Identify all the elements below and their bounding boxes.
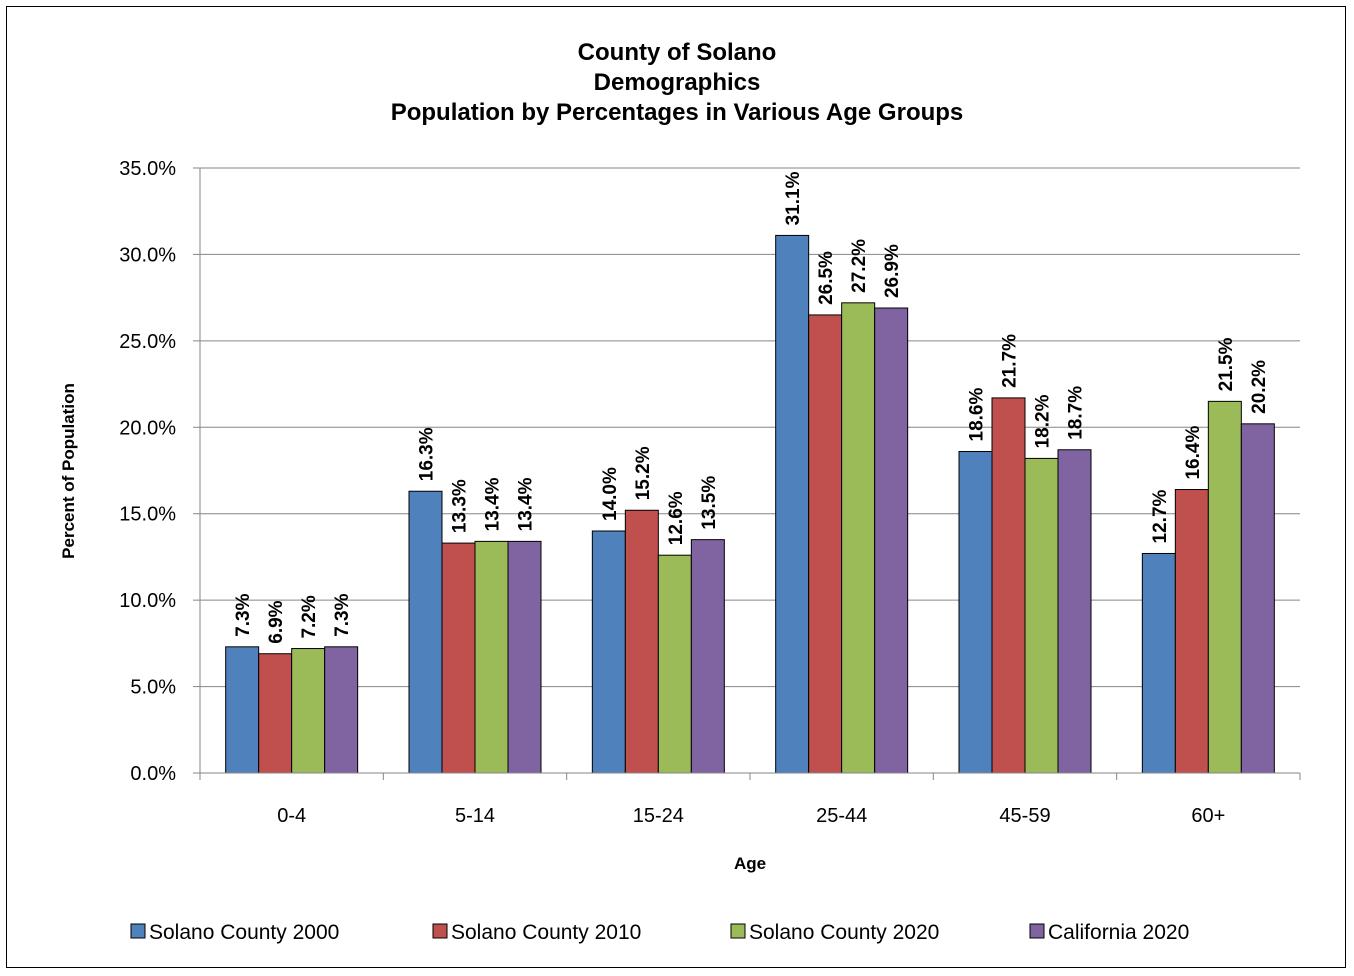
x-tick-label: 45-59: [999, 805, 1050, 827]
data-label: 26.9%: [882, 244, 903, 298]
bar: [1141, 552, 1176, 774]
bar: [474, 540, 509, 774]
bar: [225, 646, 260, 774]
chart-title: County of Solano Demographics Population…: [391, 39, 964, 126]
data-label: 31.1%: [783, 171, 804, 225]
y-tick-label: 5.0%: [130, 677, 176, 699]
x-tick-label: 60+: [1191, 805, 1225, 827]
bar: [1174, 489, 1209, 774]
bar: [258, 653, 293, 774]
legend-swatch: [130, 923, 146, 939]
bar: [1024, 457, 1059, 774]
bar: [808, 314, 843, 774]
bar: [624, 509, 659, 774]
y-tick-label: 35.0%: [119, 158, 176, 180]
y-tick-label: 25.0%: [119, 331, 176, 353]
x-tick-label: 5-14: [455, 805, 495, 827]
bar: [291, 648, 326, 774]
bar: [324, 646, 359, 774]
legend-swatch: [1029, 923, 1045, 939]
x-tick-label: 15-24: [633, 805, 684, 827]
y-tick-label: 10.0%: [119, 590, 176, 612]
bar: [408, 490, 443, 774]
data-label: 13.4%: [516, 477, 537, 531]
legend-label: Solano County 2000: [149, 921, 339, 944]
data-label: 7.2%: [299, 595, 320, 638]
bar: [841, 302, 876, 774]
data-label: 26.5%: [816, 251, 837, 305]
data-label: 18.6%: [967, 388, 988, 442]
bar: [507, 540, 542, 774]
y-tick-label: 15.0%: [119, 504, 176, 526]
bar: [441, 542, 476, 774]
data-label: 7.3%: [332, 593, 353, 636]
data-label: 12.6%: [666, 491, 687, 545]
bars: [225, 234, 1275, 774]
x-axis-title: Age: [734, 854, 766, 873]
title-line-1: County of Solano: [578, 39, 777, 66]
legend: Solano County 2000 Solano County 2010 Sola…: [130, 921, 1189, 944]
legend-swatch: [730, 923, 746, 939]
chart-frame: [6, 6, 1346, 968]
bar: [1057, 449, 1092, 774]
bar: [991, 397, 1026, 774]
data-label: 16.3%: [417, 427, 438, 481]
bar: [690, 539, 725, 774]
y-axis-title: Percent of Population: [59, 383, 78, 559]
bar: [775, 234, 810, 774]
axes: [199, 168, 1300, 774]
y-tick-label: 0.0%: [130, 763, 176, 785]
bar: [657, 554, 692, 774]
data-label: 21.5%: [1216, 337, 1237, 391]
title-line-3: Population by Percentages in Various Age…: [391, 99, 964, 126]
gridlines: [200, 167, 1300, 688]
data-label: 15.2%: [633, 446, 654, 500]
data-label: 13.5%: [699, 476, 720, 530]
data-label: 18.2%: [1033, 394, 1054, 448]
title-line-2: Demographics: [594, 69, 761, 96]
y-axis-ticks: 0.0% 5.0% 10.0% 15.0% 20.0% 25.0% 30.0% 35.0%: [119, 158, 200, 785]
legend-label: California 2020: [1048, 921, 1189, 944]
y-tick-label: 30.0%: [119, 244, 176, 266]
x-tick-label: 0-4: [277, 805, 306, 827]
data-label: 12.7%: [1150, 489, 1171, 543]
data-label: 14.0%: [600, 467, 621, 521]
bar: [591, 530, 626, 774]
data-label: 6.9%: [266, 600, 287, 643]
bar: [874, 307, 909, 774]
data-labels: 7.3% 16.3% 14.0% 31.1% 18.6% 12.7% 6.9% 13.3% 15…: [233, 171, 1270, 643]
data-label: 21.7%: [1000, 334, 1021, 388]
data-label: 16.4%: [1183, 426, 1204, 480]
bar: [1240, 423, 1275, 774]
legend-swatch: [432, 923, 448, 939]
legend-label: Solano County 2010: [451, 921, 641, 944]
data-label: 7.3%: [233, 593, 254, 636]
data-label: 13.3%: [450, 479, 471, 533]
data-label: 27.2%: [849, 239, 870, 293]
bar: [1207, 400, 1242, 774]
bar: [958, 450, 993, 774]
y-tick-label: 20.0%: [119, 417, 176, 439]
x-axis-ticks: 0-4 5-14 15-24 25-44 45-59 60+: [199, 773, 1301, 827]
data-label: 13.4%: [483, 477, 504, 531]
data-label: 20.2%: [1249, 360, 1270, 414]
data-label: 18.7%: [1066, 386, 1087, 440]
x-tick-label: 25-44: [816, 805, 867, 827]
legend-label: Solano County 2020: [749, 921, 939, 944]
